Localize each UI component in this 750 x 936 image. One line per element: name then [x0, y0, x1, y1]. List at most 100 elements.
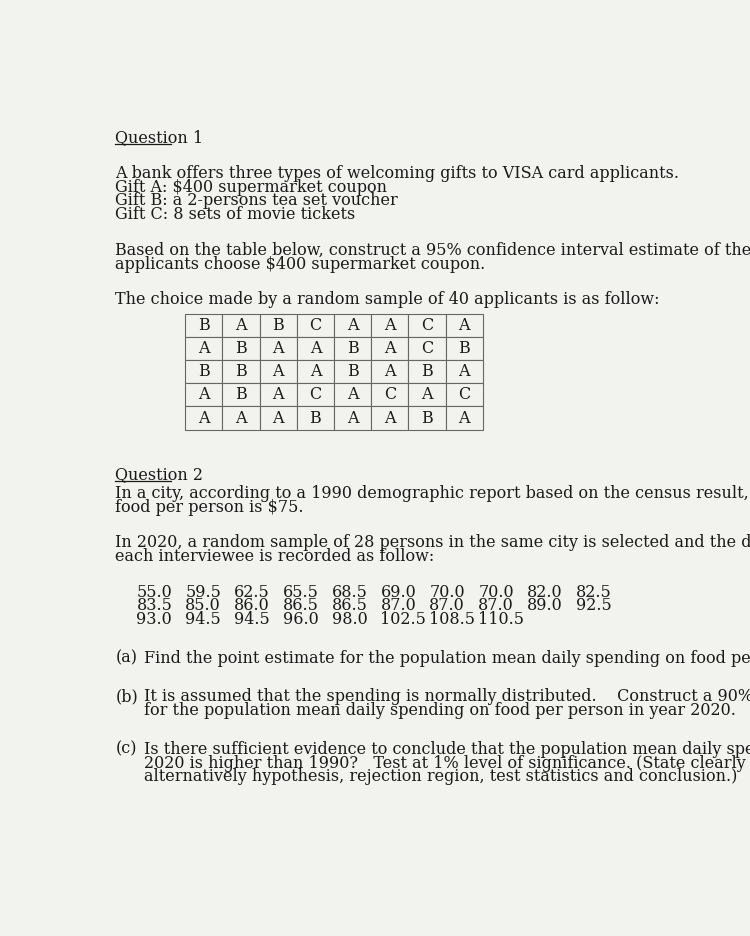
Text: 70.0: 70.0 [429, 583, 465, 601]
Text: Based on the table below, construct a 95% confidence interval estimate of the po: Based on the table below, construct a 95… [116, 241, 750, 258]
Bar [446, 406, 483, 430]
Text: C: C [458, 387, 470, 403]
Text: A: A [236, 410, 247, 427]
Text: B: B [422, 410, 433, 427]
Text: A: A [384, 317, 395, 334]
Text: Question 1: Question 1 [116, 129, 203, 146]
Bar [334, 406, 371, 430]
Text: B: B [236, 387, 247, 403]
Text: 94.5: 94.5 [185, 611, 221, 628]
Text: A: A [346, 387, 358, 403]
Text: A: A [384, 363, 395, 380]
Bar [297, 384, 334, 406]
Bar [260, 406, 297, 430]
Bar [446, 360, 483, 384]
Text: 94.5: 94.5 [234, 611, 270, 628]
Bar [297, 360, 334, 384]
Text: 87.0: 87.0 [380, 597, 416, 614]
Bar [409, 337, 446, 360]
Text: (b): (b) [116, 688, 138, 706]
Text: 87.0: 87.0 [478, 597, 514, 614]
Text: A: A [310, 363, 321, 380]
Text: B: B [422, 363, 433, 380]
Text: B: B [458, 340, 470, 358]
Bar [297, 406, 334, 430]
Text: 89.0: 89.0 [527, 597, 562, 614]
Text: A: A [272, 363, 284, 380]
Text: C: C [309, 317, 322, 334]
Text: (a): (a) [116, 650, 137, 666]
Text: 82.0: 82.0 [527, 583, 562, 601]
Bar [334, 360, 371, 384]
Text: Gift A: $400 supermarket coupon: Gift A: $400 supermarket coupon [116, 179, 388, 196]
Text: 85.0: 85.0 [185, 597, 221, 614]
Text: A: A [272, 410, 284, 427]
Bar [260, 314, 297, 337]
Bar [185, 337, 223, 360]
Text: C: C [421, 317, 434, 334]
Text: A: A [272, 387, 284, 403]
Text: C: C [421, 340, 434, 358]
Bar [334, 314, 371, 337]
Text: 92.5: 92.5 [576, 597, 611, 614]
Text: A: A [198, 387, 209, 403]
Bar [371, 360, 409, 384]
Text: each interviewee is recorded as follow:: each interviewee is recorded as follow: [116, 548, 435, 565]
Bar [260, 360, 297, 384]
Text: 86.5: 86.5 [332, 597, 368, 614]
Text: 70.0: 70.0 [478, 583, 514, 601]
Text: B: B [198, 363, 210, 380]
Text: In 2020, a random sample of 28 persons in the same city is selected and the dail: In 2020, a random sample of 28 persons i… [116, 534, 750, 551]
Bar [185, 384, 223, 406]
Bar [185, 360, 223, 384]
Text: B: B [346, 340, 358, 358]
Text: A: A [236, 317, 247, 334]
Text: It is assumed that the spending is normally distributed.    Construct a 90% conf: It is assumed that the spending is norma… [144, 688, 750, 706]
Text: A: A [198, 410, 209, 427]
Text: A: A [346, 317, 358, 334]
Bar [371, 314, 409, 337]
Text: 59.5: 59.5 [185, 583, 221, 601]
Bar [223, 360, 260, 384]
Text: 86.0: 86.0 [234, 597, 270, 614]
Text: for the population mean daily spending on food per person in year 2020.: for the population mean daily spending o… [144, 702, 736, 719]
Text: A: A [458, 317, 470, 334]
Bar [371, 337, 409, 360]
Text: A bank offers three types of welcoming gifts to VISA card applicants.: A bank offers three types of welcoming g… [116, 165, 680, 182]
Bar [297, 314, 334, 337]
Bar [185, 406, 223, 430]
Text: A: A [384, 410, 395, 427]
Bar [446, 314, 483, 337]
Text: B: B [272, 317, 284, 334]
Text: 83.5: 83.5 [136, 597, 172, 614]
Text: applicants choose $400 supermarket coupon.: applicants choose $400 supermarket coupo… [116, 256, 486, 272]
Text: A: A [310, 340, 321, 358]
Bar [223, 384, 260, 406]
Text: In a city, according to a 1990 demographic report based on the census result, th: In a city, according to a 1990 demograph… [116, 485, 750, 502]
Bar [409, 384, 446, 406]
Text: 69.0: 69.0 [380, 583, 416, 601]
Text: C: C [384, 387, 396, 403]
Text: Is there sufficient evidence to conclude that the population mean daily spending: Is there sufficient evidence to conclude… [144, 740, 750, 757]
Text: B: B [310, 410, 321, 427]
Bar [185, 314, 223, 337]
Text: C: C [309, 387, 322, 403]
Text: B: B [236, 340, 247, 358]
Text: 55.0: 55.0 [136, 583, 172, 601]
Bar [297, 337, 334, 360]
Bar [371, 384, 409, 406]
Text: 102.5: 102.5 [380, 611, 426, 628]
Bar [223, 337, 260, 360]
Text: A: A [458, 363, 470, 380]
Text: food per person is $75.: food per person is $75. [116, 499, 304, 516]
Bar [446, 337, 483, 360]
Text: Question 2: Question 2 [116, 466, 203, 484]
Text: A: A [384, 340, 395, 358]
Bar [260, 337, 297, 360]
Text: A: A [198, 340, 209, 358]
Text: 86.5: 86.5 [283, 597, 319, 614]
Text: The choice made by a random sample of 40 applicants is as follow:: The choice made by a random sample of 40… [116, 291, 660, 308]
Text: B: B [198, 317, 210, 334]
Bar [223, 314, 260, 337]
Bar [260, 384, 297, 406]
